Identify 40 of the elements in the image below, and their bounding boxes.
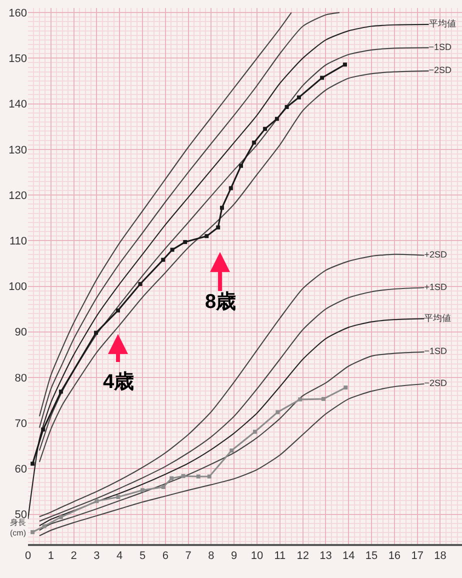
x-tick-label: 17 [411,550,424,562]
y-tick-label: 120 [8,190,27,202]
annotation: 4歳 [103,371,134,393]
x-tick-label: 6 [162,550,168,562]
y-tick-label: 70 [14,418,27,430]
x-tick-label: 2 [70,550,77,562]
y-tick-label: 140 [8,98,27,111]
x-tick-label: 13 [320,550,332,562]
y-tick-label: 90 [14,326,27,339]
x-tick-label: 11 [274,550,286,562]
x-tick-label: 7 [185,550,192,562]
y-tick-label: 150 [8,53,27,66]
y-tick-label: 160 [8,7,27,20]
x-tick-label: 14 [342,550,355,562]
y-tick-label: 100 [8,281,27,294]
x-tick-label: 1 [48,550,54,562]
x-tick-label: 5 [139,550,146,562]
series-label: 平均値 [428,18,456,29]
y-tick-label: 80 [14,372,27,384]
x-tick-label: 0 [24,550,32,562]
x-tick-label: 10 [250,550,264,562]
y-tick-label: 60 [14,464,27,476]
x-tick-label: 8 [208,550,214,562]
x-tick-label: 3 [94,550,100,562]
y-tick-label: 110 [9,236,27,248]
x-tick-label: 15 [365,550,378,562]
x-tick-label: 18 [434,550,446,562]
x-tick-label: 16 [388,550,401,562]
series-label: +2SD [424,249,448,260]
series-label: −2SD [428,65,452,76]
series-label: 平均値 [424,312,452,323]
x-tick-label: 12 [296,550,309,562]
series-label: +1SD [424,282,448,292]
series-label: −2SD [424,378,448,388]
y-tick-label: 130 [8,144,27,156]
annotation: 8歳 [205,291,236,313]
series-label: −1SD [424,346,448,356]
x-tick-label: 4 [116,550,123,562]
x-tick-label: 9 [231,550,238,562]
series-label: −1SD [428,42,452,52]
